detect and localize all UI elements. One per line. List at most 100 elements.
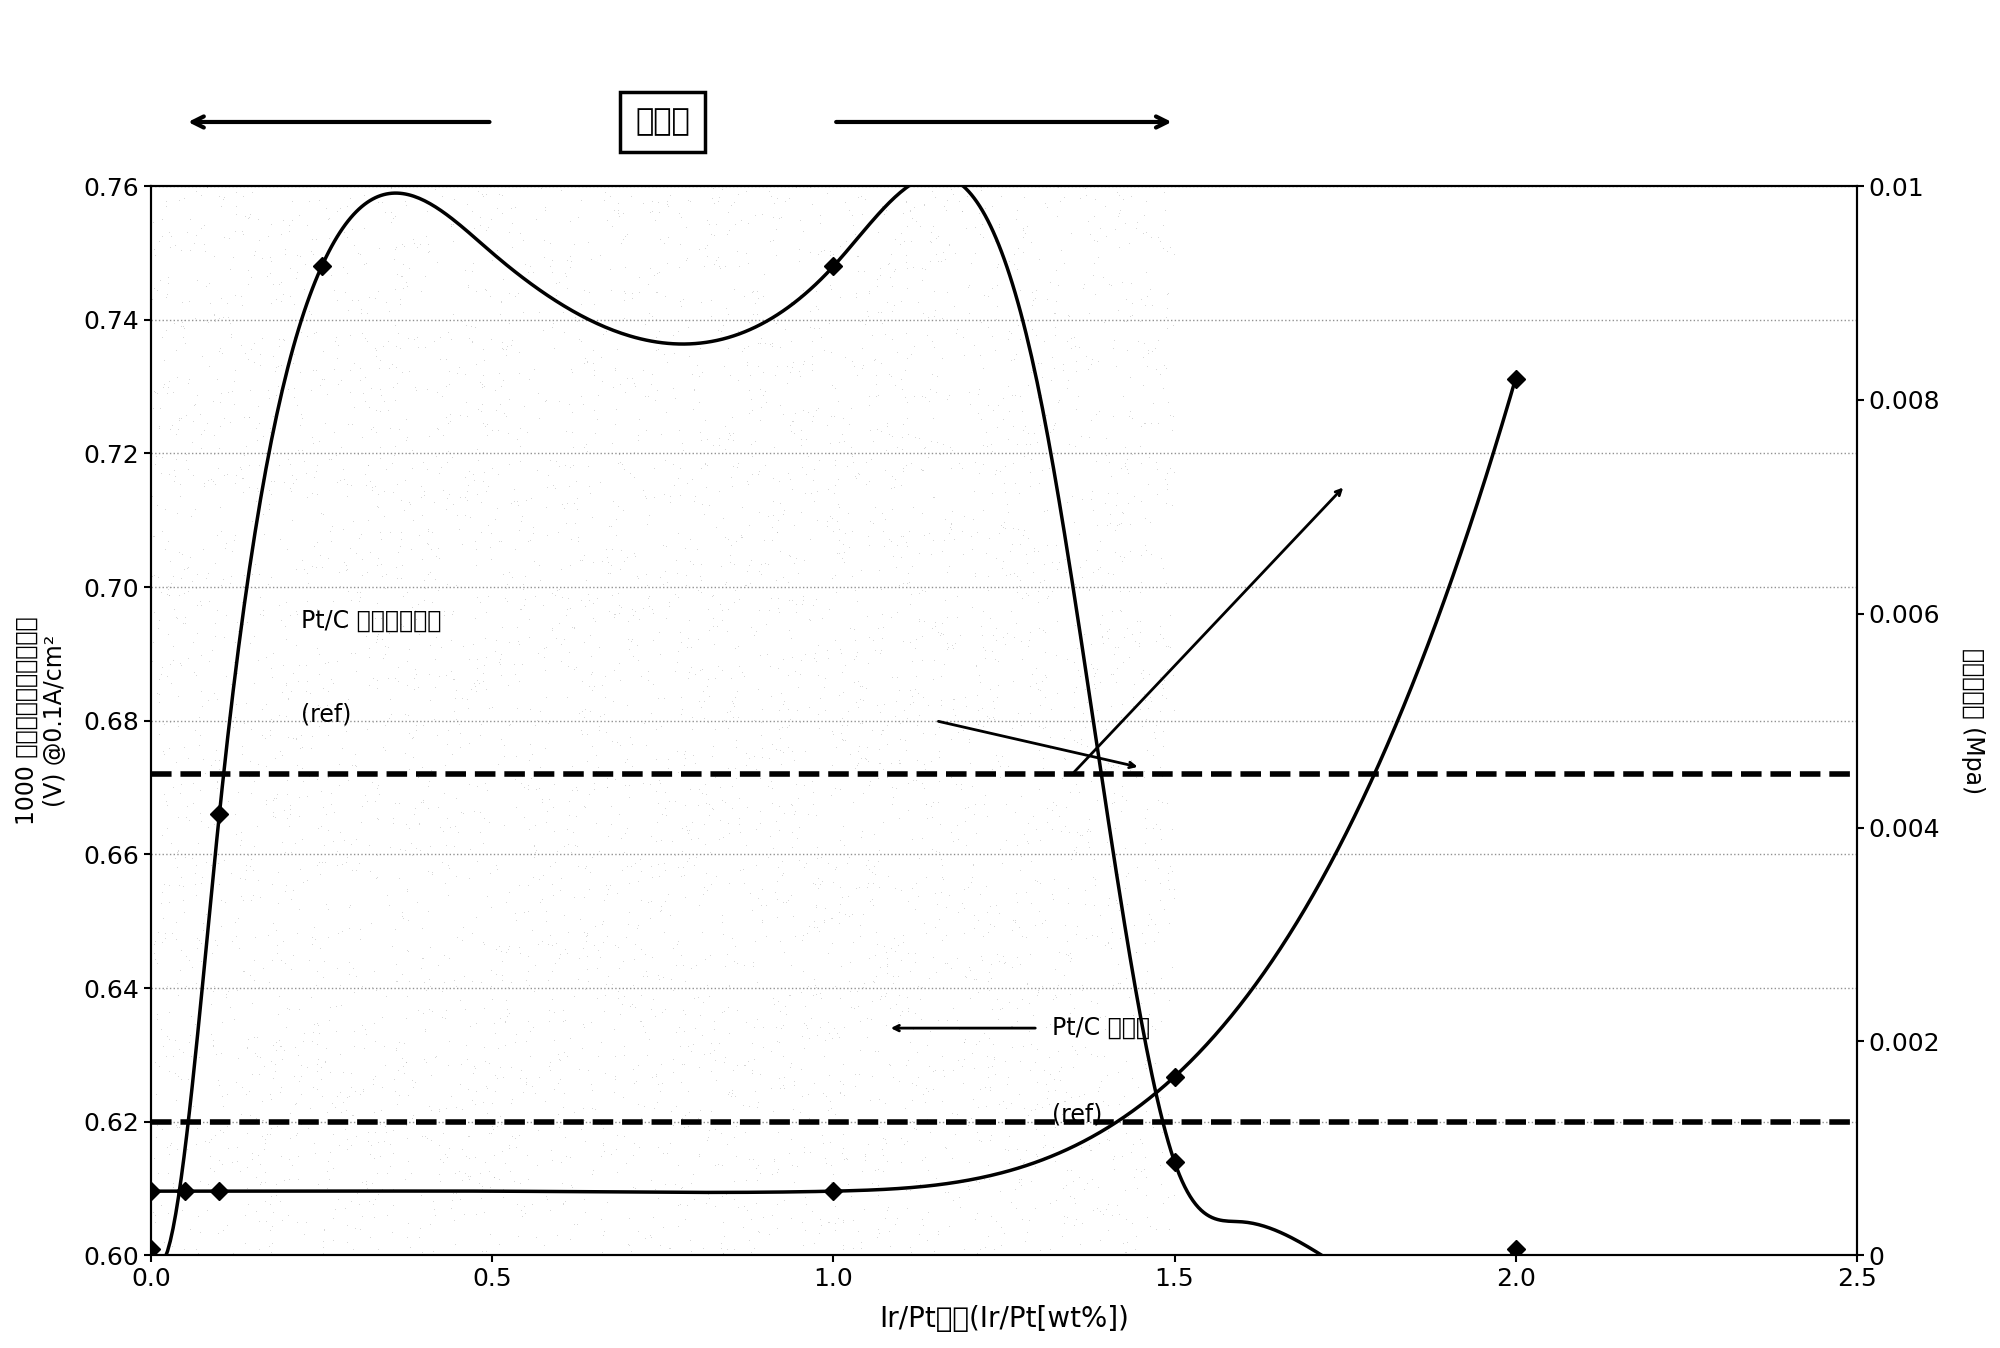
Point <box>662 1154 694 1175</box>
Point <box>852 774 884 795</box>
Point <box>220 1072 252 1093</box>
Point <box>238 949 270 971</box>
Point <box>312 1169 344 1190</box>
Point <box>784 239 816 260</box>
Point <box>958 803 990 825</box>
Point <box>264 528 296 550</box>
Point <box>388 1062 420 1084</box>
Point <box>852 470 884 492</box>
Point <box>746 747 778 768</box>
Point <box>896 208 928 229</box>
Point <box>702 829 734 851</box>
Point <box>1138 983 1170 1004</box>
Point <box>618 372 650 394</box>
Point <box>684 565 716 586</box>
Point <box>968 357 1000 379</box>
Point <box>142 1162 174 1184</box>
Point <box>330 559 362 581</box>
Point <box>382 656 414 678</box>
Point <box>474 537 506 558</box>
Point <box>596 795 628 817</box>
Point <box>1026 913 1058 934</box>
Point <box>694 1060 726 1081</box>
Point <box>856 324 888 345</box>
Point <box>362 1131 394 1153</box>
Point <box>976 1034 1008 1055</box>
Point <box>258 360 290 381</box>
Point <box>912 446 944 468</box>
Point <box>442 504 474 526</box>
Point <box>952 728 984 749</box>
Point <box>872 411 904 433</box>
Point <box>672 609 704 631</box>
Point <box>674 550 706 572</box>
Point <box>568 1014 600 1035</box>
Point <box>890 216 922 237</box>
Point <box>664 944 696 965</box>
Point <box>380 435 412 457</box>
Point <box>1014 310 1046 332</box>
Point <box>1050 797 1082 818</box>
Point <box>312 899 344 921</box>
Point <box>816 251 848 272</box>
Point <box>660 562 692 584</box>
Point <box>1102 953 1134 975</box>
Point <box>910 580 942 601</box>
Point <box>688 503 720 524</box>
Point <box>1104 600 1136 621</box>
Point <box>990 1097 1022 1119</box>
Point <box>578 422 610 443</box>
Point <box>1092 562 1124 584</box>
Point <box>312 384 344 406</box>
Point <box>886 291 918 313</box>
Point <box>1108 625 1140 647</box>
Point <box>260 1173 292 1194</box>
Point <box>312 679 344 701</box>
Point <box>1076 408 1108 430</box>
Point <box>156 1235 188 1256</box>
Point <box>988 945 1020 967</box>
Point <box>692 1127 724 1148</box>
Point <box>992 319 1024 341</box>
Point <box>1052 1206 1084 1228</box>
Point <box>608 985 640 1007</box>
Point <box>602 883 634 905</box>
Point <box>254 484 286 506</box>
Point <box>808 898 840 919</box>
Point <box>814 433 846 454</box>
Point <box>222 663 254 685</box>
Point <box>844 1039 876 1061</box>
Point <box>760 1016 792 1038</box>
Point <box>670 816 702 837</box>
Point <box>770 372 802 394</box>
Point <box>1086 627 1118 648</box>
Point <box>220 911 252 933</box>
Point <box>460 353 492 375</box>
Point <box>800 983 832 1004</box>
Point <box>1146 766 1178 787</box>
Point <box>1128 667 1160 689</box>
Point <box>332 414 364 435</box>
Point <box>766 741 798 763</box>
Point <box>530 524 562 546</box>
Point <box>242 650 274 671</box>
Point <box>344 302 376 324</box>
Point <box>1056 977 1088 999</box>
Point <box>1052 306 1084 328</box>
Point <box>966 213 998 235</box>
Point <box>184 594 216 616</box>
Point <box>710 942 742 964</box>
Point <box>314 520 346 542</box>
Point <box>424 1170 456 1192</box>
Point <box>736 464 768 485</box>
Point <box>1142 673 1174 694</box>
Point <box>570 348 602 369</box>
Point <box>984 902 1016 923</box>
Point <box>532 477 564 499</box>
Point <box>1070 1171 1102 1193</box>
Point <box>1130 535 1162 557</box>
Point <box>352 1177 384 1198</box>
Point <box>264 379 296 400</box>
Point <box>390 1225 422 1247</box>
Point <box>632 504 664 526</box>
